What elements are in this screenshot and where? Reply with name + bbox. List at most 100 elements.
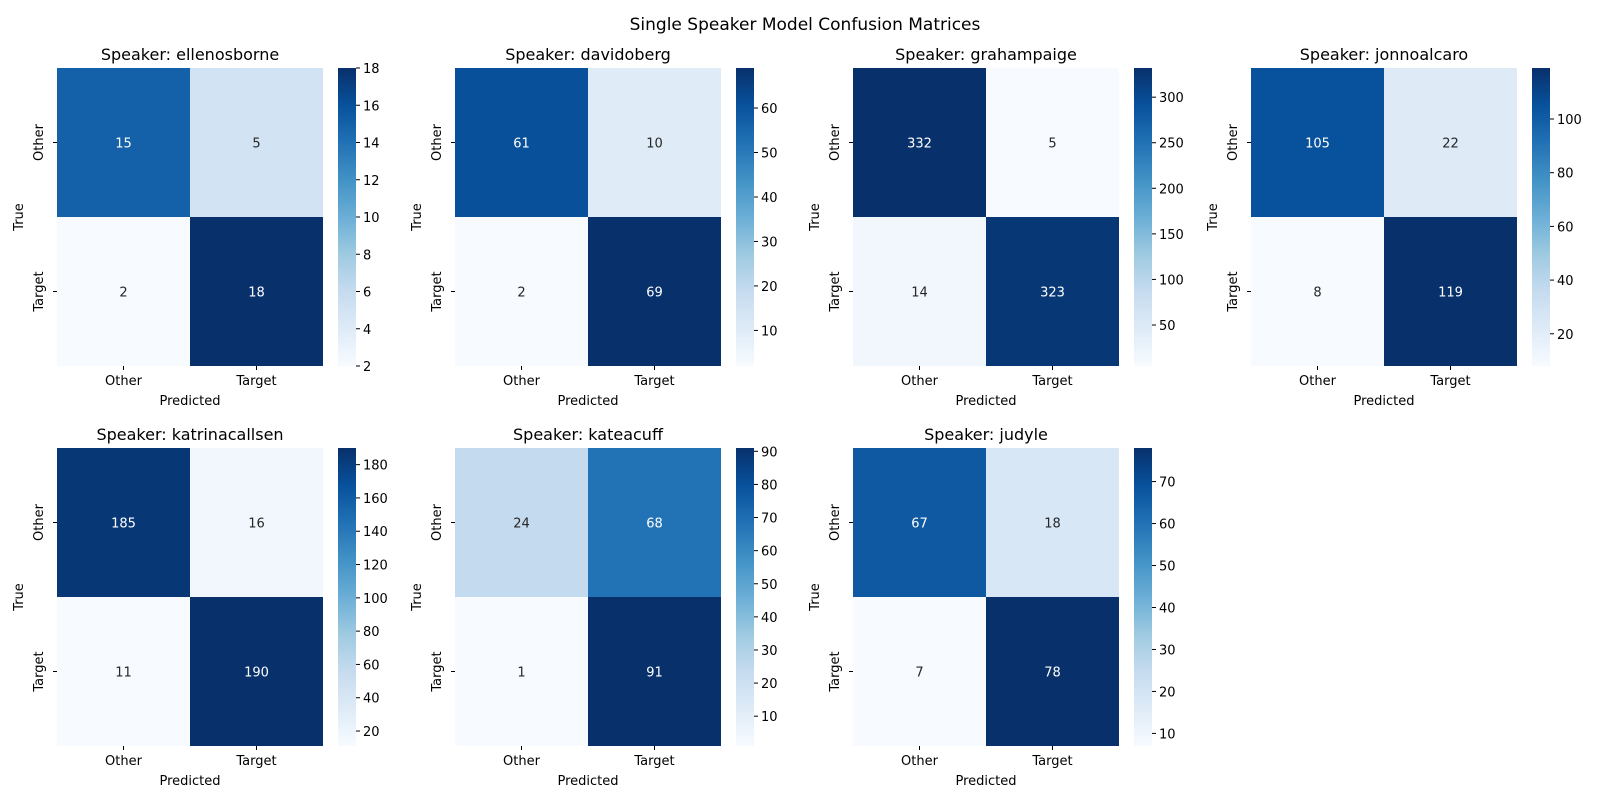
cell-value-label: 119 <box>1438 286 1463 301</box>
colorbar-tick-label: 200 <box>1159 182 1184 197</box>
heatmap-cell <box>853 597 986 746</box>
colorbar-tick-label: 100 <box>1159 273 1184 288</box>
heatmap-title: Speaker: ellenosborne <box>101 45 279 64</box>
cell-value-label: 24 <box>513 517 530 532</box>
heatmap-cell <box>588 217 721 366</box>
colorbar <box>736 448 754 746</box>
x-tick-label: Target <box>235 374 276 389</box>
colorbar-tick-label: 70 <box>1159 476 1176 491</box>
cell-value-label: 61 <box>513 137 530 152</box>
heatmap-panel: Speaker: ellenosborne 15 5 2 18 Other Target Pr… <box>12 45 380 409</box>
x-tick-label: Other <box>901 374 939 389</box>
x-tick-label: Other <box>503 754 541 769</box>
colorbar <box>736 68 754 366</box>
heatmap-panel: Speaker: grahampaige 332 5 14 323 Other Target… <box>808 45 1184 409</box>
x-tick-label: Target <box>1031 374 1072 389</box>
colorbar-tick-label: 250 <box>1159 137 1184 152</box>
heatmap-cell <box>1251 68 1384 217</box>
x-axis-label: Predicted <box>159 394 220 409</box>
y-tick-label: Other <box>32 503 47 541</box>
heatmap-cell <box>853 68 986 217</box>
colorbar-tick-label: 50 <box>761 147 778 162</box>
colorbar-tick-label: 16 <box>363 99 380 114</box>
colorbar-tick-label: 10 <box>1159 727 1176 742</box>
colorbar-tick-label: 50 <box>1159 319 1176 334</box>
heatmap-cell <box>57 448 190 597</box>
colorbar-tick-label: 20 <box>1557 328 1574 343</box>
heatmap-cell <box>588 448 721 597</box>
y-axis-label: True <box>808 203 823 232</box>
y-tick-label: Target <box>430 271 445 312</box>
heatmap-cell <box>57 217 190 366</box>
colorbar-tick-label: 150 <box>1159 228 1184 243</box>
y-axis-label: True <box>410 583 425 612</box>
cell-value-label: 16 <box>248 517 265 532</box>
x-axis-label: Predicted <box>557 774 618 789</box>
heatmap-cell <box>986 68 1119 217</box>
colorbar-tick-label: 60 <box>363 658 380 673</box>
heatmap-panel: Speaker: judyle 67 18 7 78 Other Target Predict… <box>808 425 1176 789</box>
x-axis-label: Predicted <box>955 774 1016 789</box>
x-tick-label: Target <box>235 754 276 769</box>
colorbar <box>338 68 356 366</box>
colorbar-tick-label: 20 <box>761 280 778 295</box>
y-axis-label: True <box>12 583 27 612</box>
cell-value-label: 8 <box>1313 286 1321 301</box>
cell-value-label: 67 <box>911 517 928 532</box>
x-tick-label: Target <box>1031 754 1072 769</box>
x-tick-label: Target <box>633 754 674 769</box>
colorbar-tick-label: 12 <box>363 174 380 189</box>
y-axis-label: True <box>12 203 27 232</box>
colorbar-tick-label: 180 <box>363 459 388 474</box>
heatmap-title: Speaker: davidoberg <box>505 45 671 64</box>
colorbar-tick-label: 10 <box>363 211 380 226</box>
x-axis-label: Predicted <box>557 394 618 409</box>
heatmap-panel: Speaker: katrinacallsen 185 16 11 190 Other Ta… <box>12 425 388 789</box>
x-tick-label: Target <box>1429 374 1470 389</box>
y-tick-label: Other <box>828 123 843 161</box>
x-tick-label: Other <box>105 754 143 769</box>
heatmap-cell <box>57 597 190 746</box>
colorbar-tick-label: 160 <box>363 492 388 507</box>
x-axis-label: Predicted <box>1353 394 1414 409</box>
y-tick-label: Other <box>828 503 843 541</box>
colorbar <box>338 448 356 746</box>
y-tick-label: Target <box>32 651 47 692</box>
heatmap-cell <box>190 217 323 366</box>
cell-value-label: 332 <box>907 137 932 152</box>
x-tick-label: Other <box>901 754 939 769</box>
heatmap-title: Speaker: jonnoalcaro <box>1300 45 1468 64</box>
heatmap-title: Speaker: katrinacallsen <box>96 425 283 444</box>
cell-value-label: 10 <box>646 137 663 152</box>
colorbar-tick-label: 30 <box>761 235 778 250</box>
colorbar <box>1134 68 1152 366</box>
heatmap-cell <box>588 68 721 217</box>
colorbar-tick-label: 40 <box>1557 274 1574 289</box>
colorbar-tick-label: 120 <box>363 559 388 574</box>
colorbar-tick-label: 40 <box>761 191 778 206</box>
heatmap-cell <box>1384 68 1517 217</box>
cell-value-label: 14 <box>911 286 928 301</box>
colorbar-tick-label: 40 <box>363 692 380 707</box>
colorbar-tick-label: 2 <box>363 360 371 375</box>
colorbar-tick-label: 6 <box>363 286 371 301</box>
colorbar-tick-label: 80 <box>761 478 778 493</box>
colorbar-tick-label: 60 <box>761 545 778 560</box>
x-tick-label: Other <box>105 374 143 389</box>
y-tick-label: Other <box>430 503 445 541</box>
heatmap-panel: Speaker: kateacuff 24 68 1 91 Other Target Pred… <box>410 425 778 789</box>
x-axis-label: Predicted <box>955 394 1016 409</box>
cell-value-label: 185 <box>111 517 136 532</box>
cell-value-label: 68 <box>646 517 663 532</box>
y-tick-label: Other <box>1226 123 1241 161</box>
colorbar-tick-label: 8 <box>363 248 371 263</box>
heatmap-cell <box>190 68 323 217</box>
heatmap-cell <box>190 597 323 746</box>
colorbar-tick-label: 70 <box>761 512 778 527</box>
heatmap-cell <box>455 448 588 597</box>
y-axis-label: True <box>808 583 823 612</box>
heatmap-cell <box>986 597 1119 746</box>
heatmap-panel: Speaker: jonnoalcaro 105 22 8 119 Other Target… <box>1206 45 1582 409</box>
cell-value-label: 190 <box>244 666 269 681</box>
colorbar-tick-label: 60 <box>1159 518 1176 533</box>
